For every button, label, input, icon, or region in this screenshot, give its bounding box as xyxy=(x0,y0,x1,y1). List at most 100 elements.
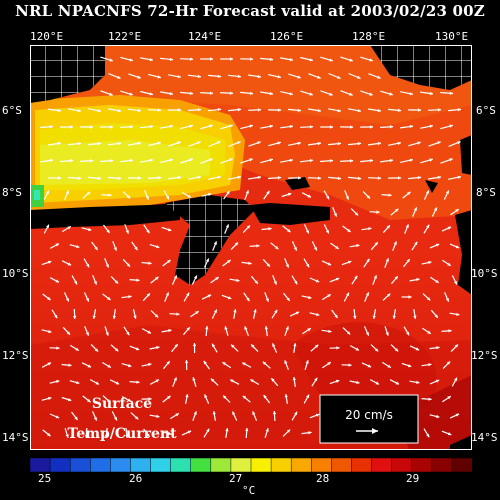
current-arrow-head xyxy=(217,141,221,145)
current-arrow-head xyxy=(89,159,94,163)
current-arrow-head xyxy=(128,295,132,299)
current-arrow-head xyxy=(97,176,102,180)
current-arrow-head xyxy=(427,330,431,334)
current-arrow-head xyxy=(46,190,49,194)
colorbar-swatch xyxy=(190,458,212,472)
current-arrow-head xyxy=(157,108,162,112)
current-arrow-head xyxy=(305,230,309,234)
current-arrow-head xyxy=(428,260,432,265)
lon-tick-128: 128°E xyxy=(352,30,386,43)
current-arrow-head xyxy=(417,141,421,145)
current-arrow-head xyxy=(156,346,160,350)
current-arrow-head xyxy=(204,394,208,398)
colorbar-swatch xyxy=(270,458,292,472)
current-arrow-head xyxy=(213,309,217,313)
current-arrow-head xyxy=(298,176,302,180)
colorbar-swatch xyxy=(150,458,172,472)
map-svg: Surface Temp/Current 20 cm/s xyxy=(30,45,472,450)
current-arrow-head xyxy=(316,312,320,317)
current-arrow-head xyxy=(117,141,121,146)
current-arrow-head xyxy=(94,348,99,352)
current-arrow-head xyxy=(365,332,369,336)
current-arrow-head xyxy=(234,242,239,246)
colorbar-swatch xyxy=(110,458,132,472)
current-arrow-head xyxy=(413,315,417,319)
current-arrow-head xyxy=(186,327,190,331)
lat-tick-right-10: 10°S xyxy=(471,267,498,280)
current-arrow-head xyxy=(366,195,370,199)
current-arrow-head xyxy=(112,315,116,319)
current-arrow-head xyxy=(249,124,253,128)
lat-tick-left-12: 12°S xyxy=(2,349,29,362)
current-arrow-head xyxy=(87,364,92,368)
colorbar-swatch xyxy=(451,458,472,472)
current-arrow-head xyxy=(266,263,270,267)
current-arrow-head xyxy=(70,125,74,129)
land-north-west xyxy=(30,45,105,103)
current-arrow-head xyxy=(308,431,312,435)
current-arrow-head xyxy=(184,360,189,364)
current-arrow-head xyxy=(135,347,140,351)
current-arrow-head xyxy=(335,245,339,249)
colorbar-unit: °C xyxy=(242,484,256,497)
current-arrow-head xyxy=(69,159,74,163)
current-arrow-head xyxy=(387,364,391,368)
current-arrow-head xyxy=(449,158,453,162)
current-arrow-head xyxy=(249,91,254,95)
current-arrow-head xyxy=(155,245,160,249)
current-arrow-head xyxy=(47,296,51,300)
current-arrow-head xyxy=(77,142,81,146)
current-arrow-head xyxy=(108,193,112,197)
current-arrow-head xyxy=(271,378,275,382)
colorbar-swatch xyxy=(351,458,373,472)
current-arrow-head xyxy=(137,75,141,79)
current-arrow-head xyxy=(397,141,401,145)
current-arrow-head xyxy=(454,344,458,348)
lat-tick-left-14: 14°S xyxy=(2,431,29,444)
current-arrow-head xyxy=(149,92,153,96)
current-arrow-head xyxy=(248,261,252,265)
current-arrow-head xyxy=(134,416,139,420)
current-arrow-head xyxy=(374,242,378,246)
current-arrow-head xyxy=(336,346,340,350)
current-arrow-head xyxy=(314,344,319,348)
current-arrow-head xyxy=(249,158,253,162)
current-arrow-head xyxy=(115,381,120,385)
current-arrow-head xyxy=(77,176,82,180)
current-arrow-head xyxy=(209,158,213,162)
current-arrow-head xyxy=(377,141,381,146)
current-arrow-head xyxy=(197,74,201,79)
current-arrow-head xyxy=(148,362,152,367)
land-north-east xyxy=(370,45,472,90)
current-arrow-head xyxy=(269,158,273,162)
current-arrow-head xyxy=(346,331,351,335)
current-arrow-head xyxy=(210,378,215,382)
current-arrow-head xyxy=(245,190,249,194)
current-arrow-head xyxy=(373,275,377,279)
lat-tick-left-8: 8°S xyxy=(2,186,22,199)
current-arrow-head xyxy=(149,58,153,62)
current-arrow-head xyxy=(217,74,222,78)
current-arrow-head xyxy=(55,279,59,283)
current-arrow-head xyxy=(386,293,391,297)
current-arrow-head xyxy=(197,175,201,179)
current-arrow-head xyxy=(175,413,179,417)
current-arrow-head xyxy=(230,57,234,61)
current-arrow-head xyxy=(177,75,181,79)
colorbar xyxy=(30,458,472,472)
current-arrow-head xyxy=(334,314,338,318)
current-arrow-head xyxy=(189,57,194,61)
current-arrow-head xyxy=(74,280,77,285)
current-arrow-head xyxy=(147,330,151,334)
current-arrow-head xyxy=(445,190,449,194)
colorbar-swatch xyxy=(331,458,353,472)
colorbar-swatches xyxy=(30,458,472,472)
current-arrow-head xyxy=(407,364,412,368)
current-arrow-head xyxy=(385,258,389,262)
current-arrow-head xyxy=(93,281,97,285)
current-arrow-head xyxy=(357,75,361,79)
sea-cool-yellow-3 xyxy=(40,140,210,185)
current-arrow-head xyxy=(229,158,233,162)
current-arrow-head xyxy=(349,159,354,163)
current-arrow-head xyxy=(285,264,289,268)
